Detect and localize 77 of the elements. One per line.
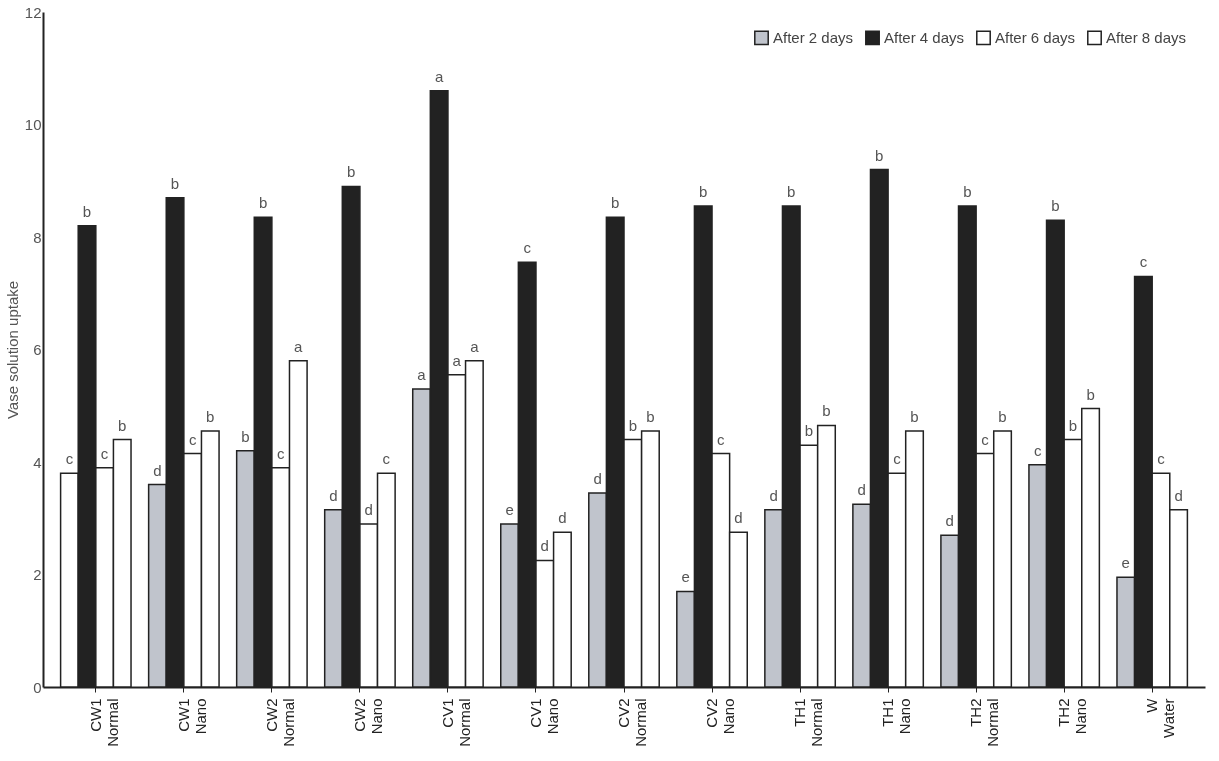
data-label: e [505,500,514,518]
data-label: a [452,351,462,369]
x-tick-label: CW1 Nano [174,698,209,735]
data-label: b [628,416,637,434]
data-label: b [1086,385,1095,403]
data-label: c [100,444,109,462]
y-tick-label: 10 [24,116,42,133]
data-label: b [875,146,884,164]
data-label: b [258,194,268,212]
x-tick-label: CV1 Nano [526,698,561,735]
y-tick-label: 4 [33,453,42,471]
y-tick-label: 12 [24,3,42,21]
data-label: d [1174,486,1183,504]
data-label: b [1068,416,1078,434]
data-label: d [593,469,602,487]
x-tick-label: CV2 Normal [615,698,649,747]
data-label: b [611,194,620,212]
data-label: d [734,509,743,527]
x-tick-label: CV2 Nano [703,698,738,735]
data-label: b [82,202,92,220]
x-tick-label: TH1 Nano [879,698,914,735]
data-label: c [981,430,990,448]
data-label: d [153,461,162,479]
y-axis-title: Vase solution uptake [3,280,21,420]
data-label: b [241,427,250,445]
data-label: a [434,67,444,85]
y-tick-label: 6 [33,341,42,358]
data-label: b [206,408,215,426]
data-label: b [346,163,356,181]
data-label: c [65,450,74,468]
data-label: b [118,416,127,434]
data-label: b [699,183,708,201]
x-tick-label: TH1 Normal [791,698,826,747]
data-label: d [364,500,373,518]
data-label: d [945,512,954,530]
x-tick-label: CW1 Normal [86,698,121,747]
y-tick-label: 8 [33,228,42,246]
data-label: b [910,408,919,426]
x-tick-label: TH2 Normal [967,698,1002,747]
x-tick-label: TH2 Nano [1055,698,1090,735]
x-tick-label: CV1 Normal [438,698,473,747]
data-label: a [294,337,304,355]
y-tick-label: 2 [33,566,42,583]
data-label: c [523,239,532,257]
data-label: e [681,568,690,586]
data-label: c [717,430,726,448]
x-tick-label: CW2 Normal [262,698,297,747]
data-label: b [822,402,831,420]
data-label: b [998,408,1007,426]
x-tick-label: W Water [1143,697,1178,738]
data-label: c [276,444,285,462]
legend-label: After 8 days [1106,28,1187,46]
data-label: d [329,486,338,504]
data-label: a [470,337,480,355]
data-label: b [787,183,796,201]
data-label: a [417,365,427,383]
legend-label: After 4 days [884,28,965,46]
data-label: b [170,174,180,192]
x-tick-label: CW2 Nano [350,698,385,735]
data-label: b [1051,197,1060,215]
data-label: d [769,486,778,504]
data-label: e [1121,554,1130,572]
data-label: c [1033,441,1042,459]
data-label: d [558,509,567,527]
y-tick-label: 0 [33,678,42,696]
legend-label: After 2 days [773,28,854,46]
data-label: d [540,537,549,555]
data-label: c [893,450,902,468]
data-label: c [382,450,391,468]
data-label: c [1157,450,1166,468]
data-label: d [857,481,866,499]
data-label: c [1139,253,1148,271]
data-label: c [188,430,197,448]
data-label: b [963,183,972,201]
data-label: b [646,408,655,426]
data-label: b [804,422,814,440]
legend-label: After 6 days [995,28,1076,46]
